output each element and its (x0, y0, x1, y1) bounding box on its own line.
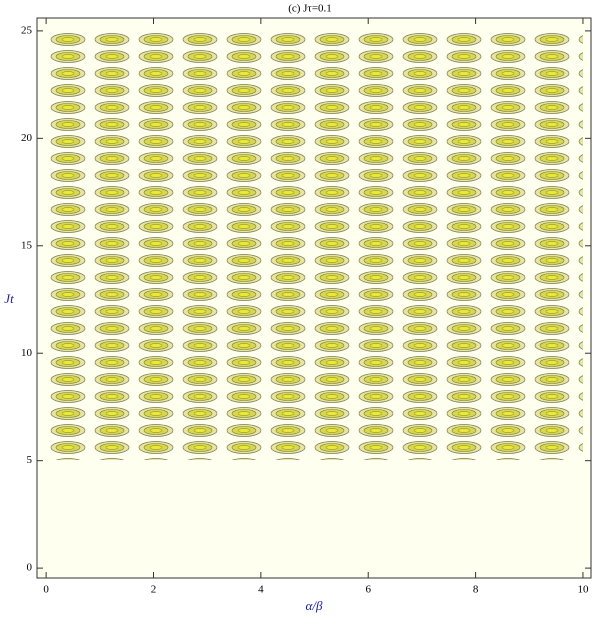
y-tick-label: 20 (21, 132, 33, 144)
chart-title: (c) Jτ=0.1 (288, 3, 332, 15)
y-tick-label: 15 (21, 239, 33, 251)
plot-frame (36, 17, 592, 579)
y-tick-label: 0 (27, 562, 33, 574)
x-tick-label: 0 (43, 584, 49, 596)
x-tick-label: 6 (365, 584, 371, 596)
x-tick-label: 2 (151, 584, 157, 596)
x-tick-label: 10 (577, 584, 589, 596)
y-tick-label: 10 (21, 347, 33, 359)
x-tick-label: 8 (473, 584, 479, 596)
contour-pattern (46, 31, 583, 460)
y-axis-label: Jt (4, 291, 14, 306)
y-tick-label: 5 (27, 454, 33, 466)
x-tick-label: 4 (258, 584, 264, 596)
y-tick-label: 25 (21, 24, 33, 36)
x-axis-label: α/β (306, 598, 323, 613)
